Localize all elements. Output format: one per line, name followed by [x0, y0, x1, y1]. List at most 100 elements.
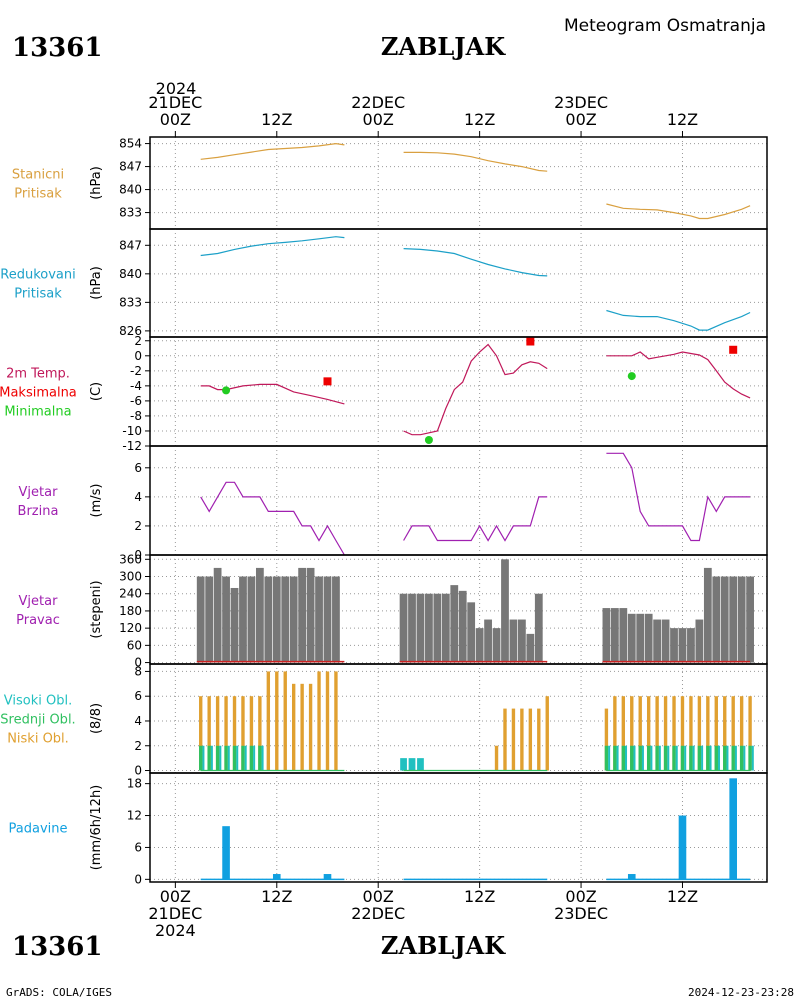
series-line: [403, 496, 548, 542]
y-tick-label: -8: [130, 409, 142, 423]
low-cloud-bar: [714, 696, 718, 771]
high-cloud-bar: [667, 745, 670, 771]
time-label-bottom: 21DEC: [148, 904, 202, 923]
mid-cloud-bar: [638, 745, 642, 771]
time-label-bottom: 00Z: [363, 887, 394, 906]
series-line: [403, 248, 548, 277]
year-label-top: 2024: [156, 79, 197, 98]
high-cloud-bar: [202, 745, 205, 771]
low-cloud-bar: [723, 696, 727, 771]
min-temp-marker: [222, 386, 231, 395]
y-tick-label: 6: [134, 689, 142, 703]
y-tick-label: 0: [134, 764, 142, 778]
panel-frame: [149, 772, 768, 883]
y-tick-label: 180: [119, 604, 142, 618]
wind-direction-bar: [518, 619, 526, 663]
high-cloud-bar: [244, 745, 247, 771]
wind-direction-bar: [720, 576, 729, 663]
mid-cloud-bar: [663, 745, 668, 771]
wind-direction-bar: [458, 590, 467, 663]
panel-label: Niski Obl.: [7, 732, 69, 747]
time-label-top: 12Z: [667, 110, 698, 129]
panel-precipitation: Padavine (mm/6h/12h) 0 6 12 18: [9, 772, 768, 886]
low-cloud-bar: [537, 708, 541, 771]
low-cloud-bar: [748, 696, 752, 771]
y-tick-label: 0: [134, 349, 142, 363]
y-tick-label: 840: [119, 267, 142, 281]
high-cloud-bar: [400, 758, 407, 771]
station-name-top: ZABLJAK: [381, 32, 506, 61]
high-cloud-bar: [684, 745, 687, 771]
panel-label: Minimalna: [4, 405, 71, 420]
mid-cloud-bar: [739, 745, 744, 771]
low-cloud-bar: [291, 683, 296, 771]
y-tick-label: 120: [119, 621, 142, 635]
wind-direction-bar: [729, 576, 738, 663]
wind-direction-bar: [264, 576, 273, 663]
high-cloud-bar: [701, 745, 704, 771]
wind-direction-bar: [678, 628, 687, 663]
y-tick-label: 4: [134, 490, 142, 504]
series-line: [200, 383, 345, 405]
high-cloud-bar: [608, 745, 611, 771]
time-label-bottom: 23DEC: [554, 904, 608, 923]
y-tick-label: 833: [119, 295, 142, 309]
wind-direction-bar: [433, 593, 442, 663]
mid-cloud-bar: [655, 745, 659, 771]
y-tick-label: -6: [130, 394, 142, 408]
low-cloud-bar: [520, 708, 524, 771]
low-cloud-bar: [638, 696, 642, 771]
series-line: [200, 481, 345, 556]
low-cloud-bar: [655, 696, 659, 771]
low-cloud-bar: [334, 671, 338, 771]
high-cloud-bar: [726, 745, 729, 771]
high-cloud-bar: [253, 745, 256, 771]
low-cloud-bar: [511, 708, 516, 771]
time-label-bottom: 00Z: [565, 887, 596, 906]
y-tick-label: 360: [119, 552, 142, 566]
low-cloud-bar: [317, 671, 321, 771]
y-axis-label: (hPa): [89, 266, 104, 300]
series-line: [200, 236, 345, 257]
series-line: [403, 151, 548, 172]
mid-cloud-bar: [621, 745, 626, 771]
wind-direction-bar: [306, 567, 315, 663]
wind-direction-bar: [399, 593, 408, 663]
y-tick-label: 6: [134, 840, 142, 854]
high-cloud-bar: [692, 745, 695, 771]
wind-direction-bar: [737, 576, 746, 663]
mid-cloud-bar: [613, 745, 617, 771]
high-cloud-bar: [236, 745, 239, 771]
panel-wind_speed: Vjetar Brzina (m/s) 0 2 4 6: [18, 445, 768, 562]
panel-temperature: 2m Temp. Maksimalna Minimalna (C) 20-2-4-6-8…: [0, 334, 768, 453]
series-line: [606, 452, 751, 542]
panel-label: Visoki Obl.: [4, 694, 72, 709]
low-cloud-bar: [528, 708, 533, 771]
mid-cloud-bar: [215, 745, 220, 771]
y-tick-label: 6: [134, 461, 142, 475]
series-line: [606, 309, 751, 331]
low-cloud-bar: [266, 671, 271, 771]
panel-frame: [149, 136, 768, 230]
y-tick-label: -4: [130, 379, 142, 393]
wind-direction-bar: [196, 576, 205, 663]
wind-direction-bar: [644, 613, 653, 663]
panel-frame: [149, 445, 768, 556]
low-cloud-bar: [604, 708, 609, 771]
series-line: [403, 343, 548, 436]
precip-bar: [627, 874, 636, 880]
low-cloud-bar: [224, 696, 228, 771]
mid-cloud-bar: [680, 745, 685, 771]
mid-cloud-bar: [199, 745, 203, 771]
y-tick-label: 0: [134, 548, 142, 562]
time-label-bottom: 12Z: [464, 887, 495, 906]
high-cloud-bar: [734, 745, 737, 771]
high-cloud-bar: [210, 745, 213, 771]
y-tick-label: 240: [119, 587, 142, 601]
high-cloud-bar: [261, 745, 264, 771]
time-label-top: 12Z: [261, 110, 292, 129]
high-cloud-bar: [675, 745, 678, 771]
mid-cloud-bar: [689, 745, 693, 771]
mid-cloud-bar: [731, 745, 735, 771]
panel-label: Vjetar: [19, 485, 59, 500]
